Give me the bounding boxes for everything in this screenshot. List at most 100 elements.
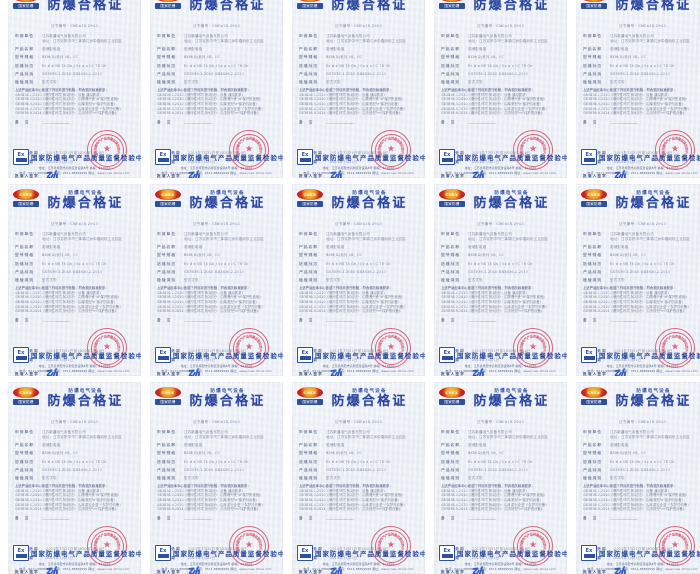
field-value-line2: 地址：江苏省扬中市三茅镇江洲中路新坝工业园区 — [326, 39, 407, 43]
certificate-thumbnail-grid: CNEX 国家防爆 防爆电气设备 防爆合格证 证书编号：CNEx15.2913 … — [8, 0, 700, 574]
field-value: GB3836.1-2010 GB3836.2-2010 — [326, 468, 419, 473]
certificate-thumbnail[interactable]: CNEX 国家防爆 防爆电气设备 防爆合格证 证书编号：CNEx15.2913 … — [434, 382, 567, 574]
certificate-thumbnail[interactable]: CNEX 国家防爆 防爆电气设备 防爆合格证 证书编号：CNEx15.2913 … — [150, 184, 283, 376]
ex-badge-bar — [15, 554, 27, 559]
field-value-line1: GB3836.1-2010 GB3836.2-2010 — [468, 467, 529, 472]
cnex-mark-text: CNEX — [303, 390, 317, 395]
field-value-line1: BXM(D)系列 IIB、IIC — [610, 55, 647, 60]
stamp-arc-char: 爆 — [519, 539, 525, 545]
standard-line: GB3836.3-2010《爆炸性环境 第3部分：由增安型"e"保护的设备》 — [583, 299, 685, 304]
certificate-thumbnail[interactable]: CNEX 国家防爆 防爆电气设备 防爆合格证 证书编号：CNEx15.2913 … — [434, 184, 567, 376]
remark-underline — [42, 120, 70, 125]
certificate-thumbnail[interactable]: CNEX 国家防爆 防爆电气设备 防爆合格证 证书编号：CNEx15.2913 … — [292, 382, 425, 574]
date-value: 2015年7月21日 — [472, 159, 500, 164]
title-block: 防爆电气设备 防爆合格证 — [465, 386, 562, 409]
field-row: 产品名称 防爆配电箱 — [157, 245, 277, 250]
stamp-arc-char: 产 — [384, 532, 389, 538]
field-label: 防爆标志 — [15, 459, 35, 464]
certificate-thumbnail[interactable]: CNEX 国家防爆 防爆电气设备 防爆合格证 证书编号：CNEx15.2913 … — [292, 0, 425, 178]
cnex-caption-bar: 国家防爆 — [439, 201, 465, 207]
ex-badge-icon: Ex — [155, 347, 171, 364]
certificate-thumbnail[interactable]: CNEX 国家防爆 防爆电气设备 防爆合格证 证书编号：CNEx15.2913 … — [576, 382, 700, 574]
field-value: Ex d e IIB T4 Gb / Ex d e IIC T6 Gb — [42, 460, 135, 465]
remark-label: 备 注 — [299, 515, 314, 520]
certificate-thumbnail[interactable]: CNEX 国家防爆 防爆电气设备 防爆合格证 证书编号：CNEx15.2913 … — [150, 0, 283, 178]
stamp-arc-char: 产 — [242, 532, 247, 538]
standard-line: GB3836.2-2010《爆炸性环境 第2部分：由隔爆外壳"d"保护的设备》 — [15, 493, 121, 498]
standard-line: GB3836.9-2014《爆炸性环境 第9部分：由浇封型"m"保护的设备》 — [583, 507, 687, 512]
field-label: 检验类别 — [15, 79, 35, 84]
field-label: 检验类别 — [441, 277, 461, 282]
field-label: 防爆标志 — [15, 63, 35, 68]
field-row: 产品名称 防爆配电箱 — [299, 443, 419, 448]
field-list: 申请单位 江苏新疆电气设备有限公司 地址：江苏省扬中市三茅镇江洲中路新坝工业园区 产品… — [8, 34, 141, 85]
stamp-arc-char: 量 — [677, 334, 682, 340]
field-value: Ex d e IIB T4 Gb / Ex d e IIC T6 Gb — [468, 262, 561, 267]
certificate-thumbnail[interactable]: CNEX 国家防爆 防爆电气设备 防爆合格证 证书编号：CNEx15.2913 … — [576, 0, 700, 178]
field-value: 型式试验 — [42, 476, 135, 481]
stamp-arc-char: 质 — [390, 136, 395, 141]
certificate-thumbnail[interactable]: CNEX 国家防爆 防爆电气设备 防爆合格证 证书编号：CNEx15.2913 … — [8, 382, 141, 574]
field-row: 检验类别 型式试验 — [15, 278, 135, 283]
field-row: 检验类别 型式试验 — [583, 80, 700, 85]
stamp-arc-char: 电 — [521, 338, 527, 344]
stamp-arc-char: 电 — [237, 338, 243, 344]
stamp-arc-char: 电 — [379, 536, 385, 542]
field-row: 型号规格 BXM(D)系列 IIB、IIC — [583, 253, 700, 258]
certificate-thumbnail[interactable]: CNEX 国家防爆 防爆电气设备 防爆合格证 证书编号：CNEx15.2913 … — [8, 0, 141, 178]
stamp-arc-char: 产 — [668, 136, 673, 142]
cnex-oval-icon: CNEX — [13, 189, 39, 200]
field-row: 防爆标志 Ex d e IIB T4 Gb / Ex d e IIC T6 Gb — [441, 460, 561, 465]
certificate-header: CNEX 国家防爆 防爆电气设备 防爆合格证 — [150, 184, 283, 218]
standards-paragraph: 上述产品经本中心依据下列标准进行检验，符合相关标准要求： GB3836.1-201… — [8, 88, 141, 116]
certificate-thumbnail[interactable]: CNEX 国家防爆 防爆电气设备 防爆合格证 证书编号：CNEx15.2913 … — [434, 0, 567, 178]
field-label: 产品标准 — [299, 71, 319, 76]
field-label: 防爆标志 — [583, 63, 603, 68]
certificate-thumbnail[interactable]: CNEX 国家防爆 防爆电气设备 防爆合格证 证书编号：CNEx15.2913 … — [150, 382, 283, 574]
field-value-line1: 江苏新疆电气设备有限公司 — [184, 34, 228, 38]
certificate-thumbnail[interactable]: CNEX 国家防爆 防爆电气设备 防爆合格证 证书编号：CNEx15.2913 … — [292, 184, 425, 376]
field-label: 产品名称 — [583, 47, 603, 52]
footer-contact: 电话：0511-88888888 传真：0511-88899999 网址：www… — [303, 171, 414, 175]
field-label: 产品名称 — [299, 245, 319, 250]
field-value-line1: 防爆配电箱 — [610, 47, 629, 52]
field-value: 型式试验 — [326, 278, 419, 283]
certificate-footer: Ex 国家防爆电气产品质量监督检验中心 地址：江苏省南阳市高新区建设路8号 邮编… — [576, 347, 700, 373]
footer-address: 地址：江苏省南阳市高新区建设路8号 邮编：212000 — [38, 166, 111, 171]
stamp-arc-char: 气 — [523, 534, 529, 540]
stamp-arc-char: 量 — [251, 532, 256, 538]
stamp-arc-char: 督 — [539, 140, 545, 146]
stamp-arc-char: 督 — [113, 338, 119, 344]
footer-address: 地址：江苏省南阳市高新区建设路8号 邮编：212000 — [38, 364, 111, 369]
remark-label: 备 注 — [157, 317, 172, 322]
cnex-caption-text: 国家防爆 — [586, 201, 602, 206]
field-label: 检验类别 — [441, 79, 461, 84]
cnex-caption-text: 国家防爆 — [444, 399, 460, 404]
remark-label: 备 注 — [15, 119, 30, 124]
stamp-arc-char: 产 — [384, 334, 389, 340]
cnex-logo: CNEX 国家防爆 — [297, 0, 323, 9]
field-label: 型号规格 — [299, 253, 319, 258]
field-row: 产品名称 防爆配电箱 — [299, 245, 419, 250]
certificate-number: 证书编号：CNEx15.2913 — [192, 24, 241, 28]
field-row: 申请单位 江苏新疆电气设备有限公司 地址：江苏省扬中市三茅镇江洲中路新坝工业园区 — [157, 34, 277, 44]
stamp-arc-char: 品 — [529, 334, 534, 339]
ex-badge-text: Ex — [443, 151, 451, 158]
stamp-arc-char: 气 — [239, 138, 245, 144]
certificate-footer: Ex 国家防爆电气产品质量监督检验中心 地址：江苏省南阳市高新区建设路8号 邮编… — [150, 545, 283, 571]
standard-line: GB3836.1-2010《爆炸性环境 第1部分：设备 通用要求》 — [299, 290, 387, 295]
field-value: 防爆配电箱 — [184, 245, 277, 250]
field-row: 申请单位 江苏新疆电气设备有限公司 地址：江苏省扬中市三茅镇江洲中路新坝工业园区 — [15, 232, 135, 242]
certificate-thumbnail[interactable]: CNEX 国家防爆 防爆电气设备 防爆合格证 证书编号：CNEx15.2913 … — [8, 184, 141, 376]
field-row: 防爆标志 Ex d e IIB T4 Gb / Ex d e IIC T6 Gb — [15, 64, 135, 69]
field-row: 防爆标志 Ex d e IIB T4 Gb / Ex d e IIC T6 Gb — [441, 262, 561, 267]
stamp-arc-char: 产 — [100, 334, 105, 340]
stamp-arc-char: 量 — [251, 334, 256, 340]
field-row: 产品标准 GB3836.1-2010 GB3836.2-2010 — [299, 468, 419, 473]
field-row: 型号规格 BXM(D)系列 IIB、IIC — [583, 55, 700, 60]
certificate-thumbnail[interactable]: CNEX 国家防爆 防爆电气设备 防爆合格证 证书编号：CNEx15.2913 … — [576, 184, 700, 376]
field-label: 申请单位 — [583, 34, 603, 38]
field-label: 型号规格 — [15, 253, 35, 258]
certificate-number: 证书编号：CNEx15.2913 — [618, 222, 667, 226]
field-value-line1: BXM(D)系列 IIB、IIC — [326, 451, 363, 456]
